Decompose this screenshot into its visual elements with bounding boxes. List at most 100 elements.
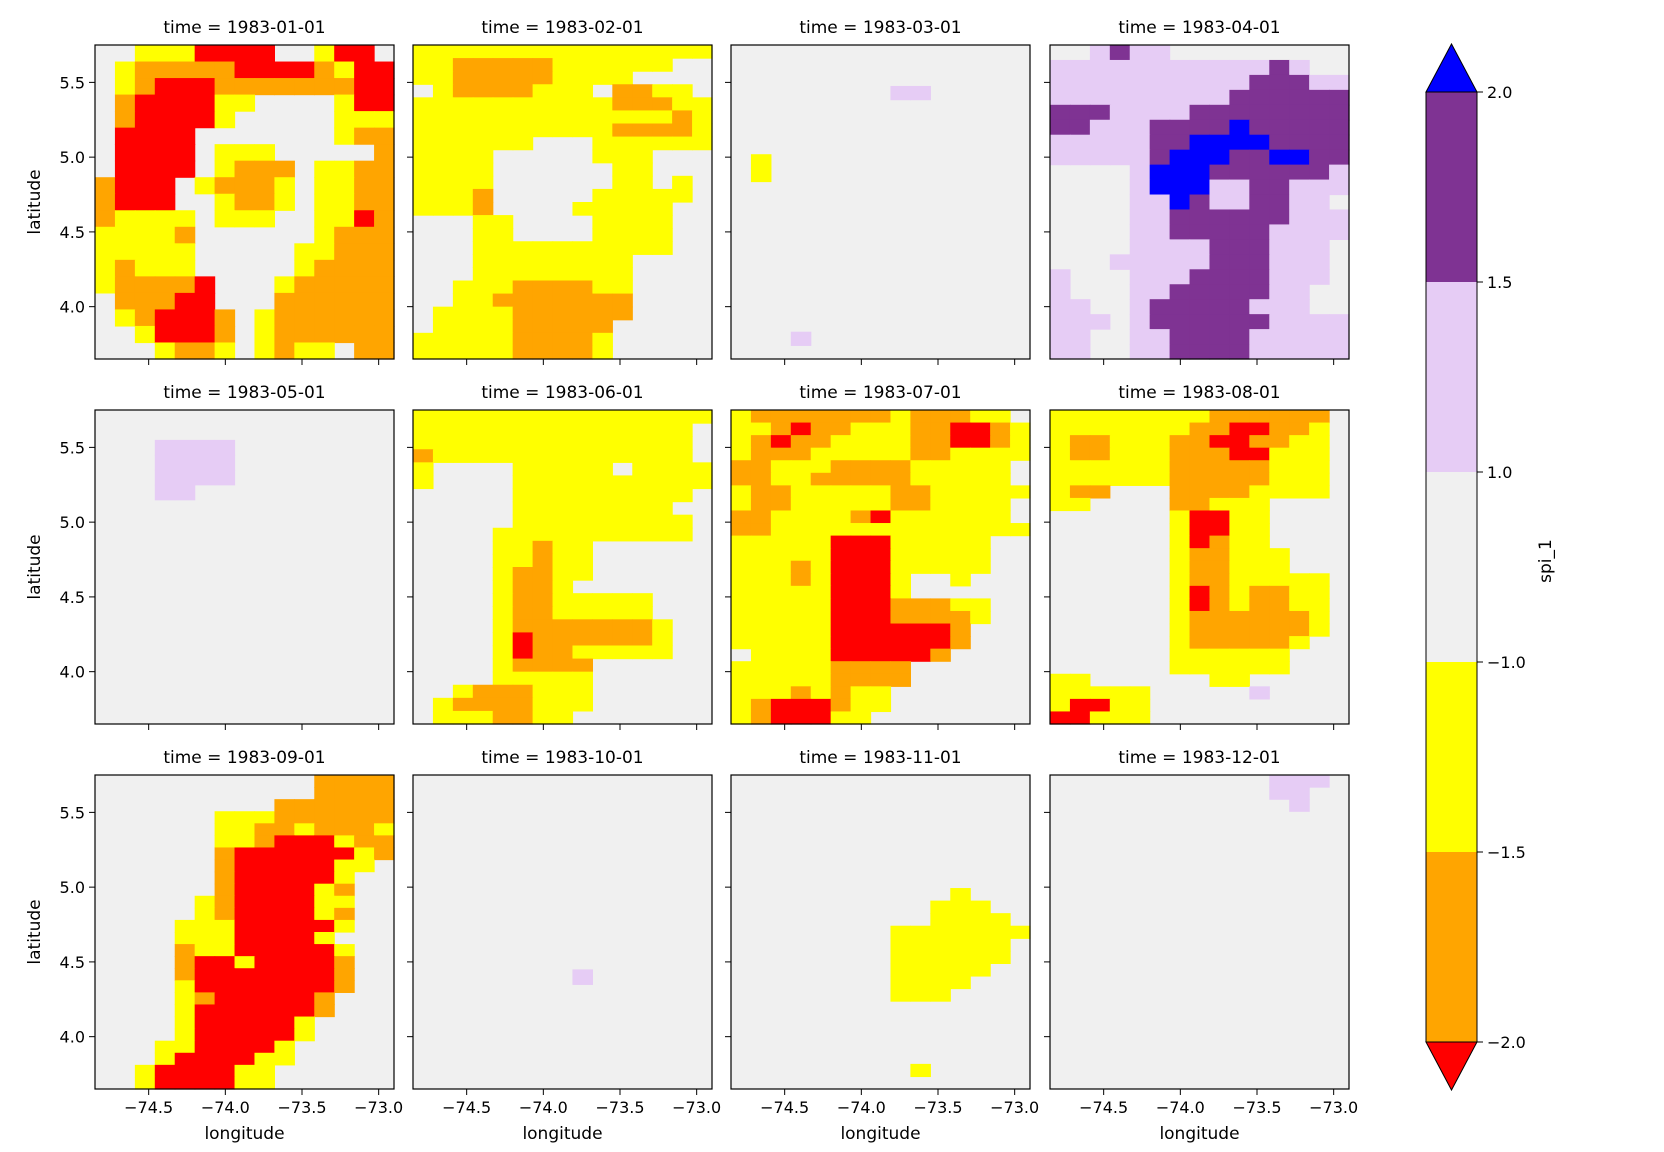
grid-cell [592, 606, 613, 620]
grid-cell [572, 58, 593, 72]
grid-cell [374, 177, 395, 195]
grid-cell [432, 45, 454, 59]
grid-cell [552, 619, 574, 634]
grid-cell [1229, 548, 1250, 562]
grid-cell [374, 811, 395, 824]
grid-cell [334, 883, 355, 897]
grid-cell [1249, 523, 1270, 537]
grid-cell [910, 636, 931, 650]
grid-cell [552, 280, 574, 295]
grid-cell [472, 254, 494, 269]
grid-cell [1249, 573, 1270, 587]
grid-cell [1229, 344, 1250, 360]
grid-cell [1189, 179, 1211, 196]
grid-cell [95, 226, 116, 244]
grid-cell [770, 673, 792, 687]
grid-cell [1149, 194, 1171, 211]
grid-cell [1189, 164, 1211, 181]
grid-cell [750, 497, 772, 512]
grid-cell [910, 623, 931, 637]
grid-cell [552, 449, 574, 463]
grid-cell [1149, 284, 1171, 300]
grid-cell [1109, 59, 1131, 76]
grid-cell [1050, 149, 1071, 166]
grid-cell [552, 332, 574, 347]
grid-cell [950, 535, 971, 549]
grid-cell [612, 149, 633, 164]
grid-cell [214, 907, 236, 921]
grid-cell [1109, 435, 1131, 449]
grid-cell [1149, 224, 1171, 240]
grid-cell [1329, 209, 1350, 226]
grid-cell [572, 501, 593, 516]
grid-cell [1069, 344, 1091, 360]
grid-cell [1209, 344, 1230, 360]
grid-cell [1209, 209, 1230, 226]
grid-cell [652, 202, 673, 216]
grid-cell [174, 292, 196, 311]
grid-cell [1189, 560, 1211, 574]
grid-cell [1249, 610, 1270, 625]
grid-cell [314, 980, 335, 993]
grid-cell [472, 449, 494, 463]
grid-cell [870, 472, 892, 486]
grid-cell [652, 619, 673, 634]
grid-cell [274, 325, 295, 344]
grid-cell [910, 472, 931, 486]
grid-cell [1209, 284, 1230, 300]
grid-cell [374, 160, 395, 178]
grid-cell [254, 1052, 275, 1066]
grid-cell [770, 610, 792, 625]
grid-cell [592, 449, 613, 463]
grid-cell [910, 950, 931, 964]
grid-cell [652, 228, 673, 242]
grid-cell [552, 593, 574, 607]
grid-cell [214, 992, 236, 1006]
grid-cell [692, 462, 713, 477]
grid-cell [770, 686, 792, 700]
grid-cell [830, 510, 852, 524]
grid-cell [194, 980, 216, 993]
grid-cell [1149, 299, 1171, 315]
grid-cell [1169, 410, 1191, 424]
colorbar-under-triangle [1425, 1041, 1478, 1092]
grid-cell [830, 410, 852, 424]
grid-cell [1289, 422, 1310, 436]
grid-cell [1089, 134, 1111, 151]
grid-cell [214, 469, 236, 486]
grid-cell [1229, 119, 1250, 136]
grid-cell [990, 938, 1011, 952]
grid-cell [572, 123, 593, 138]
grid-cell [870, 435, 892, 449]
grid-cell [1229, 224, 1250, 240]
grid-cell [354, 325, 375, 344]
grid-cell [1209, 598, 1230, 612]
grid-cell [1089, 447, 1111, 461]
grid-cell [830, 598, 852, 612]
grid-cell [1010, 435, 1031, 449]
grid-cell [492, 449, 514, 463]
grid-cell [134, 94, 156, 112]
grid-cell [532, 697, 554, 712]
grid-cell [572, 462, 593, 477]
grid-cell [870, 523, 892, 537]
grid-cell [214, 932, 236, 945]
grid-cell [532, 241, 554, 255]
grid-cell [1269, 636, 1290, 650]
grid-cell [1229, 134, 1250, 151]
grid-cell [492, 553, 514, 568]
grid-cell [314, 292, 335, 311]
grid-cell [1209, 573, 1230, 587]
grid-cell [1169, 560, 1191, 574]
panel-grid: time = 1983-01-014.04.55.05.5latitudetim… [25, 18, 1358, 1144]
grid-cell [174, 1040, 196, 1054]
grid-cell [334, 919, 355, 933]
grid-cell [452, 149, 474, 164]
grid-cell [1249, 149, 1270, 166]
grid-cell [254, 823, 275, 836]
grid-cell [672, 175, 693, 190]
grid-cell [910, 975, 931, 990]
grid-cell [472, 175, 494, 190]
grid-cell [770, 447, 792, 461]
